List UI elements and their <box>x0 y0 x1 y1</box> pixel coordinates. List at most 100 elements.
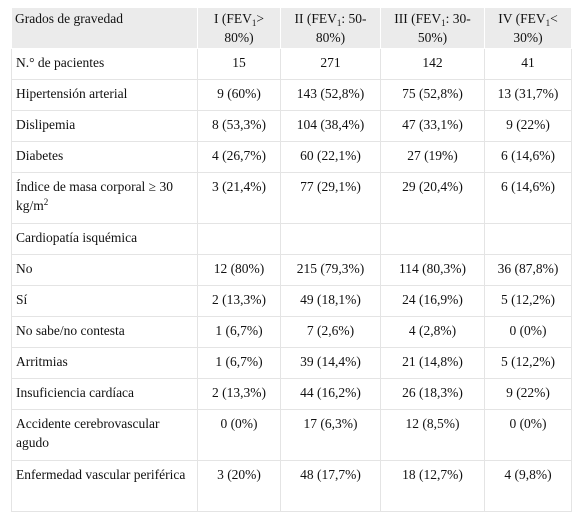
table-body: N.° de pacientes 15 271 142 41 Hipertens… <box>11 48 572 512</box>
table-cell: 143 (52,8%) <box>280 79 381 111</box>
table-cell: 17 (6,3%) <box>280 409 381 461</box>
table-cell: 77 (29,1%) <box>280 172 381 224</box>
table-cell <box>197 223 281 255</box>
table-row: Dislipemia 8 (53,3%) 104 (38,4%) 47 (33,… <box>11 110 572 142</box>
row-label-stroke: Accidente cerebrovascular agudo <box>11 409 198 461</box>
header-grade-iv: IV (FEV1< 30%) <box>484 7 572 49</box>
header-grade-ii: II (FEV1: 50-80%) <box>280 7 381 49</box>
header-text: IV (FEV <box>498 11 546 26</box>
header-text: Grados de gravedad <box>15 11 123 26</box>
row-label-peripheral-vascular: Enfermedad vascular periférica <box>11 460 198 512</box>
table-cell <box>484 223 572 255</box>
table-cell: 215 (79,3%) <box>280 254 381 286</box>
table-row: No sabe/no contesta 1 (6,7%) 7 (2,6%) 4 … <box>11 316 572 348</box>
table-cell: 6 (14,6%) <box>484 141 572 173</box>
header-grade-iii: III (FEV1: 30-50%) <box>380 7 485 49</box>
table-row: Insuficiencia cardíaca 2 (13,3%) 44 (16,… <box>11 378 572 410</box>
row-label-heart-failure: Insuficiencia cardíaca <box>11 378 198 410</box>
table-row: Diabetes 4 (26,7%) 60 (22,1%) 27 (19%) 6… <box>11 141 572 173</box>
table-cell: 5 (12,2%) <box>484 347 572 379</box>
table-cell: 41 <box>484 48 572 80</box>
table-cell: 75 (52,8%) <box>380 79 485 111</box>
table-cell: 6 (14,6%) <box>484 172 572 224</box>
table-cell: 3 (21,4%) <box>197 172 281 224</box>
row-label-text: Índice de masa corporal ≥ 30 kg/m <box>16 179 173 213</box>
table-cell: 4 (9,8%) <box>484 460 572 512</box>
table-cell: 21 (14,8%) <box>380 347 485 379</box>
table-cell: 3 (20%) <box>197 460 281 512</box>
table-cell: 2 (13,3%) <box>197 378 281 410</box>
table-cell: 44 (16,2%) <box>280 378 381 410</box>
table-header: Grados de gravedad I (FEV1> 80%) II (FEV… <box>11 7 572 49</box>
table-cell: 271 <box>280 48 381 80</box>
table-row: Cardiopatía isquémica <box>11 223 572 255</box>
table-cell: 49 (18,1%) <box>280 285 381 317</box>
row-label-hypertension: Hipertensión arterial <box>11 79 198 111</box>
table-cell: 48 (17,7%) <box>280 460 381 512</box>
table-cell: 36 (87,8%) <box>484 254 572 286</box>
table-cell: 47 (33,1%) <box>380 110 485 142</box>
header-text: I (FEV <box>214 11 252 26</box>
table-cell: 15 <box>197 48 281 80</box>
row-label-unknown: No sabe/no contesta <box>11 316 198 348</box>
table-cell: 39 (14,4%) <box>280 347 381 379</box>
row-label-arrhythmias: Arritmias <box>11 347 198 379</box>
row-label-yes: Sí <box>11 285 198 317</box>
table-cell: 9 (60%) <box>197 79 281 111</box>
table-row: Enfermedad vascular periférica 3 (20%) 4… <box>11 460 572 512</box>
table-cell <box>280 223 381 255</box>
table-cell: 9 (22%) <box>484 378 572 410</box>
table-row: Sí 2 (13,3%) 49 (18,1%) 24 (16,9%) 5 (12… <box>11 285 572 317</box>
header-text: < 30%) <box>513 11 558 45</box>
header-text: III (FEV <box>394 11 442 26</box>
header-severity-grades: Grados de gravedad <box>11 7 198 49</box>
row-label-ischemic-heart-disease: Cardiopatía isquémica <box>11 223 198 255</box>
header-text: : 30-50%) <box>417 11 471 45</box>
table-row: Accidente cerebrovascular agudo 0 (0%) 1… <box>11 409 572 461</box>
table-cell: 4 (26,7%) <box>197 141 281 173</box>
row-label-no: No <box>11 254 198 286</box>
table-cell: 26 (18,3%) <box>380 378 485 410</box>
table-cell: 18 (12,7%) <box>380 460 485 512</box>
header-row: Grados de gravedad I (FEV1> 80%) II (FEV… <box>11 7 572 49</box>
row-label-patients: N.° de pacientes <box>11 48 198 80</box>
header-text: > 80%) <box>224 11 264 45</box>
table-cell: 9 (22%) <box>484 110 572 142</box>
table-row: Arritmias 1 (6,7%) 39 (14,4%) 21 (14,8%)… <box>11 347 572 379</box>
table-cell: 24 (16,9%) <box>380 285 485 317</box>
table-cell: 12 (80%) <box>197 254 281 286</box>
table-cell: 2 (13,3%) <box>197 285 281 317</box>
table-cell: 104 (38,4%) <box>280 110 381 142</box>
table-cell: 114 (80,3%) <box>380 254 485 286</box>
header-subscript: 1 <box>251 18 257 28</box>
table-cell: 27 (19%) <box>380 141 485 173</box>
table-cell: 0 (0%) <box>484 409 572 461</box>
table-cell: 7 (2,6%) <box>280 316 381 348</box>
header-text: : 50-80%) <box>315 11 367 45</box>
table-cell: 29 (20,4%) <box>380 172 485 224</box>
table-cell: 0 (0%) <box>197 409 281 461</box>
table-cell: 4 (2,8%) <box>380 316 485 348</box>
table-cell <box>380 223 485 255</box>
table-cell: 1 (6,7%) <box>197 347 281 379</box>
header-grade-i: I (FEV1> 80%) <box>197 7 281 49</box>
comorbidity-table: Grados de gravedad I (FEV1> 80%) II (FEV… <box>11 7 572 512</box>
table-cell: 60 (22,1%) <box>280 141 381 173</box>
table-cell: 12 (8,5%) <box>380 409 485 461</box>
table-cell: 13 (31,7%) <box>484 79 572 111</box>
table-cell: 0 (0%) <box>484 316 572 348</box>
header-text: II (FEV <box>294 11 337 26</box>
row-label-dyslipidemia: Dislipemia <box>11 110 198 142</box>
header-subscript: 1 <box>336 18 342 28</box>
table-cell: 8 (53,3%) <box>197 110 281 142</box>
table-row: Índice de masa corporal ≥ 30 kg/m2 3 (21… <box>11 172 572 224</box>
header-subscript: 1 <box>441 18 446 28</box>
row-label-bmi: Índice de masa corporal ≥ 30 kg/m2 <box>11 172 198 224</box>
table-row: N.° de pacientes 15 271 142 41 <box>11 48 572 80</box>
table-cell: 142 <box>380 48 485 80</box>
table-cell: 5 (12,2%) <box>484 285 572 317</box>
table-cell: 1 (6,7%) <box>197 316 281 348</box>
table-row: Hipertensión arterial 9 (60%) 143 (52,8%… <box>11 79 572 111</box>
table-row: No 12 (80%) 215 (79,3%) 114 (80,3%) 36 (… <box>11 254 572 286</box>
